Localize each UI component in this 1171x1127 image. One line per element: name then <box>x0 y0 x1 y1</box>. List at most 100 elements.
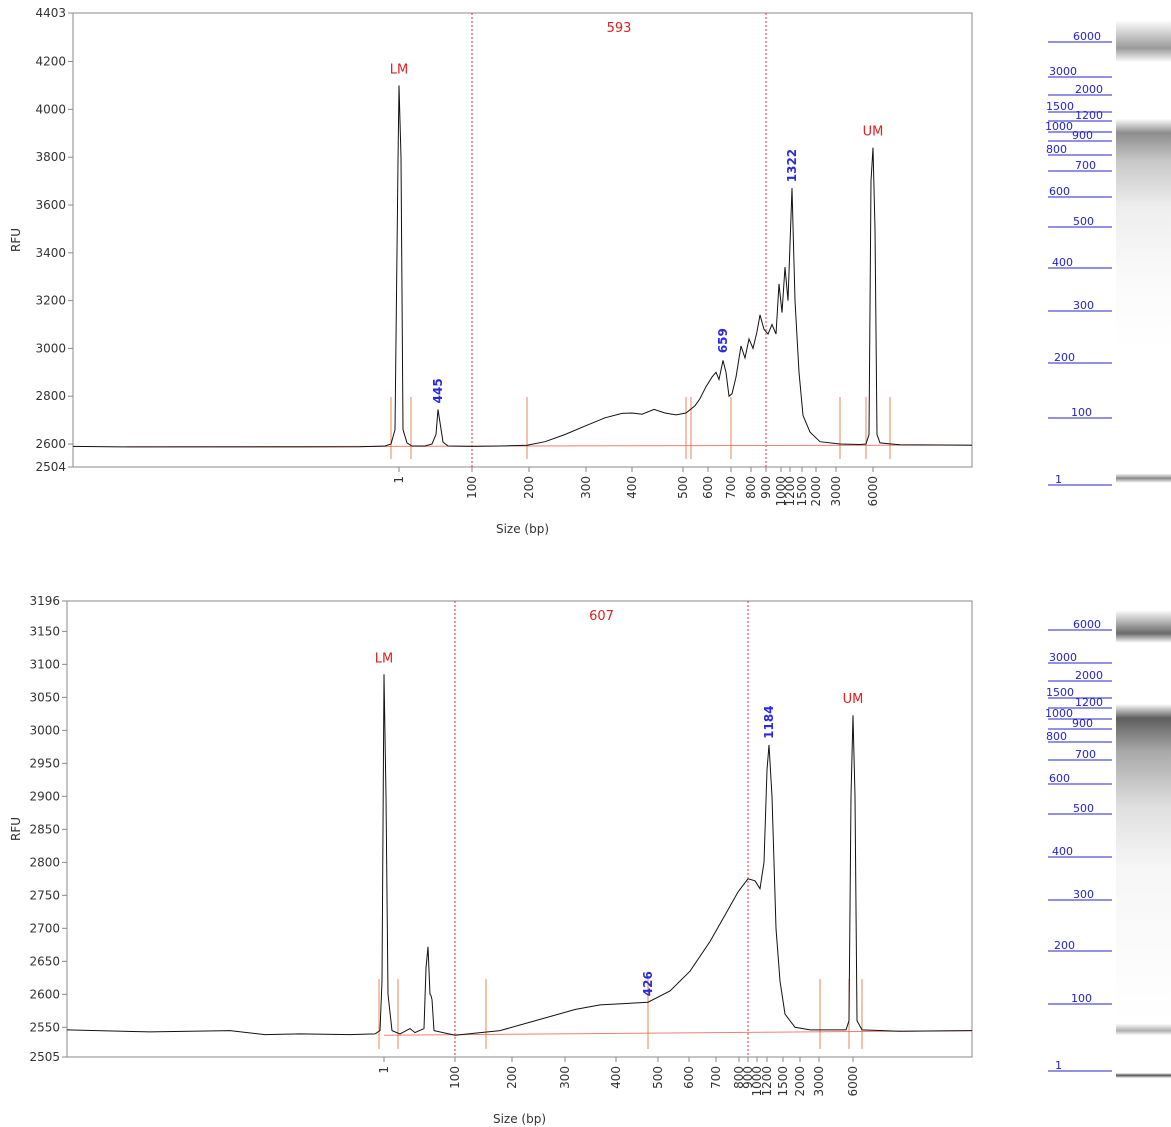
x-tick-label: 300 <box>579 476 593 499</box>
x-tick-label: 200 <box>522 476 536 499</box>
y-tick-label: 2700 <box>29 921 60 935</box>
lower-marker-label: LM <box>390 62 408 77</box>
ladder-label: 1 <box>1055 473 1062 486</box>
ladder-label: 500 <box>1073 215 1094 228</box>
gel-lane <box>1116 610 1171 1080</box>
x-tick-label: 3000 <box>812 1066 826 1097</box>
ladder-label: 800 <box>1046 143 1067 156</box>
y-tick-label: 3000 <box>29 723 60 737</box>
ladder-label: 200 <box>1054 939 1075 952</box>
y-axis-title: RFU <box>9 817 23 841</box>
y-axis-title: RFU <box>9 228 23 252</box>
peak-size-label: 1322 <box>785 149 799 182</box>
x-tick-label: 700 <box>709 1066 723 1089</box>
x-axis-title: Size (bp) <box>493 1112 546 1126</box>
ladder-label: 1200 <box>1075 109 1103 122</box>
ladder-label: 6000 <box>1073 618 1101 631</box>
lower-marker-label: LM <box>375 651 393 666</box>
electropherogram-trace <box>66 674 973 1036</box>
gel-lane <box>1116 20 1171 490</box>
y-tick-label: 3100 <box>29 657 60 671</box>
y-tick-label: 3000 <box>35 341 66 355</box>
x-tick-label: 900 <box>741 1066 755 1089</box>
x-tick-label: 6000 <box>846 1066 860 1097</box>
plot-frame <box>66 600 973 1058</box>
y-tick-label: 3150 <box>29 624 60 638</box>
y-tick-label: 2650 <box>29 954 60 968</box>
ladder-label: 1 <box>1055 1059 1062 1072</box>
y-tick-label: 2550 <box>29 1020 60 1034</box>
x-tick-label: 300 <box>558 1066 572 1089</box>
ladder-label: 400 <box>1052 845 1073 858</box>
x-tick-label: 1 <box>377 1066 391 1074</box>
y-tick-label: 3196 <box>29 594 60 608</box>
upper-marker-label: UM <box>843 692 864 707</box>
y-tick-label: 3400 <box>35 246 66 260</box>
x-tick-label: 500 <box>676 476 690 499</box>
y-tick-label: 2850 <box>29 822 60 836</box>
ladder-label: 700 <box>1075 159 1096 172</box>
x-tick-label: 1500 <box>776 1066 790 1097</box>
ladder-label: 2000 <box>1075 669 1103 682</box>
ladder-label: 1500 <box>1046 100 1074 113</box>
y-tick-label: 3050 <box>29 690 60 704</box>
peak-size-label: 426 <box>641 971 655 996</box>
ladder-label: 300 <box>1073 888 1094 901</box>
upper-marker-label: UM <box>863 125 884 140</box>
y-tick-label: 2800 <box>35 389 66 403</box>
x-tick-label: 100 <box>465 476 479 499</box>
ladder-label: 200 <box>1054 351 1075 364</box>
ladder-label: 100 <box>1071 992 1092 1005</box>
x-tick-label: 100 <box>448 1066 462 1089</box>
baseline <box>383 1030 973 1036</box>
x-tick-label: 700 <box>724 476 738 499</box>
x-tick-label: 800 <box>744 476 758 499</box>
y-tick-label: 2600 <box>35 437 66 451</box>
chart-panel-2: 3196 3150 3100 3050 3000 2950 2900 2850 2800 2750… <box>9 594 1171 1126</box>
ladder-label: 3000 <box>1049 651 1077 664</box>
x-tick-label: 600 <box>701 476 715 499</box>
ladder-label: 700 <box>1075 748 1096 761</box>
y-tick-label: 3600 <box>35 198 66 212</box>
plot-frame <box>72 12 973 468</box>
x-tick-label: 3000 <box>829 476 843 507</box>
ladder-label: 1200 <box>1075 696 1103 709</box>
x-tick-label: 600 <box>682 1066 696 1089</box>
region-size-label: 593 <box>607 21 632 36</box>
x-tick-label: 1 <box>392 476 406 484</box>
x-tick-label: 200 <box>505 1066 519 1089</box>
ladder-label: 500 <box>1073 802 1094 815</box>
y-tick-label: 4000 <box>35 102 66 116</box>
x-axis-title: Size (bp) <box>496 522 549 536</box>
y-tick-label: 2504 <box>35 460 66 474</box>
x-tick-label: 1200 <box>783 476 797 507</box>
x-tick-label: 900 <box>759 476 773 499</box>
ladder-label: 600 <box>1049 772 1070 785</box>
y-tick-label: 2750 <box>29 888 60 902</box>
x-tick-label: 2000 <box>793 1066 807 1097</box>
peak-size-label: 1184 <box>762 705 776 738</box>
ladder-label: 3000 <box>1049 65 1077 78</box>
y-tick-label: 3200 <box>35 294 66 308</box>
ladder-label: 600 <box>1049 185 1070 198</box>
x-tick-label: 1200 <box>760 1066 774 1097</box>
ladder-label: 900 <box>1072 717 1093 730</box>
x-tick-label: 1000 <box>774 476 788 507</box>
ladder-label: 100 <box>1071 406 1092 419</box>
y-tick-label: 2505 <box>29 1050 60 1064</box>
ladder-label: 300 <box>1073 299 1094 312</box>
x-tick-label: 500 <box>651 1066 665 1089</box>
ladder-label: 2000 <box>1075 83 1103 96</box>
ladder-label: 1000 <box>1045 120 1073 133</box>
y-tick-label: 3800 <box>35 150 66 164</box>
y-tick-label: 4403 <box>35 6 66 20</box>
x-tick-label: 1500 <box>795 476 809 507</box>
x-tick-label: 400 <box>625 476 639 499</box>
y-tick-label: 2800 <box>29 855 60 869</box>
x-tick-label: 400 <box>609 1066 623 1089</box>
ladder-label: 800 <box>1046 730 1067 743</box>
electropherogram-trace <box>72 85 973 448</box>
x-tick-label: 6000 <box>866 476 880 507</box>
y-tick-label: 2900 <box>29 789 60 803</box>
